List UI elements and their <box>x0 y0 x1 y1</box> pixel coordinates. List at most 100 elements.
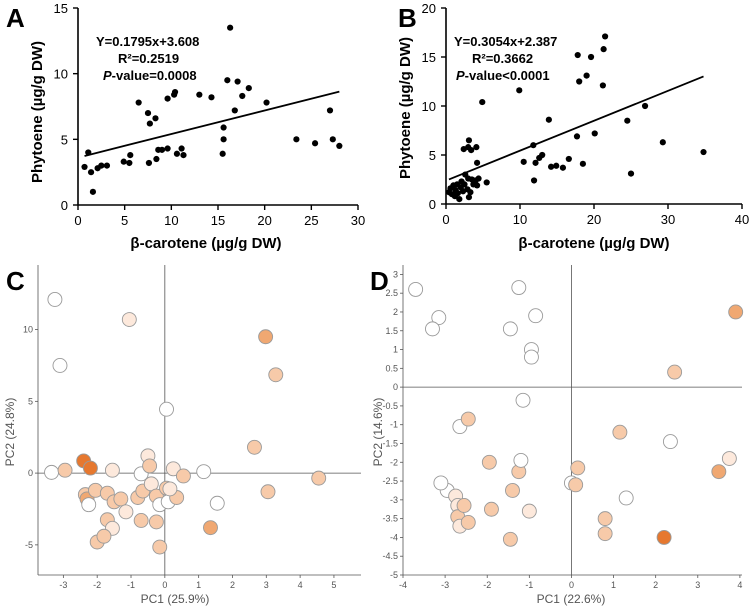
panel-c-pca-point <box>162 481 178 497</box>
panel-d-y-tick-label: 2 <box>393 307 398 317</box>
panel-b-data-point <box>532 159 539 166</box>
panel-a-data-point <box>239 92 246 100</box>
panel-d-pca-point <box>523 349 539 365</box>
panel-b-equation: Y=0.3054x+2.387 <box>454 34 557 49</box>
panel-a-data-point <box>234 78 241 85</box>
panel-d-y-axis-title: PC2 (14.6%) <box>371 398 385 467</box>
panel-d-y-tick-label: 0 <box>393 382 398 392</box>
panel-d-label: D <box>370 266 389 296</box>
panel-d-pca-point <box>460 514 476 530</box>
panel-a-y-tick-label: 10 <box>54 67 68 82</box>
panel-a-x-tick-label: 0 <box>74 213 81 228</box>
panel-d-y-tick-label: -3.5 <box>382 514 398 524</box>
panel-d-pca-point <box>656 529 672 545</box>
panel-b-data-point <box>700 148 707 156</box>
panel-b-data-point <box>473 159 481 166</box>
panel-b-r-squared: R²=0.3662 <box>472 51 533 66</box>
panel-d-y-tick-label: -1 <box>390 420 398 430</box>
panel-b-data-point <box>456 196 463 203</box>
panel-a-data-point <box>135 99 142 106</box>
panel-c-pca-point <box>118 504 134 520</box>
panel-c-pca-point <box>104 462 120 478</box>
panel-a-data-point <box>145 159 153 167</box>
panel-c-x-axis-title: PC1 (25.9%) <box>141 592 210 606</box>
panel-b-data-point <box>574 51 581 59</box>
panel-b-y-tick-label: 15 <box>422 50 436 65</box>
panel-d-pca-point <box>667 364 683 380</box>
panel-b-x-tick-label: 10 <box>513 212 527 227</box>
panel-b-data-point <box>573 133 581 140</box>
panel-d-pca-point <box>597 526 613 542</box>
panel-a-data-point <box>89 188 97 195</box>
panel-d-pca-point <box>456 498 472 513</box>
panel-d-pca-point <box>618 490 634 506</box>
panel-c-pca-point <box>175 468 191 484</box>
panel-c-pca-point <box>203 520 218 536</box>
panel-d-x-tick-label: -4 <box>399 580 407 590</box>
panel-a-y-tick-label: 0 <box>61 198 68 213</box>
panel-c-pca-point <box>47 291 63 307</box>
panel-a-equation: Y=0.1795x+3.608 <box>96 34 199 49</box>
panel-d-pca-point <box>521 503 537 519</box>
panel-b-x-tick-label: 40 <box>735 212 749 227</box>
panel-c-pca-point <box>142 458 158 474</box>
panel-b-data-point <box>473 182 481 189</box>
panel-a-data-point <box>224 77 231 84</box>
panel-d-pca-point <box>481 454 497 470</box>
panel-a-data-point <box>153 155 160 163</box>
panel-d-pca-point <box>483 501 499 517</box>
panel-a-data-point <box>180 151 187 159</box>
panel-b-x-tick-label: 0 <box>442 212 449 227</box>
panel-b-data-point <box>530 177 538 184</box>
panel-d-x-tick-label: 0 <box>569 580 574 590</box>
panel-c-x-tick-label: 2 <box>230 580 235 590</box>
panel-a-label: A <box>6 3 25 33</box>
panel-a-y-tick-label: 15 <box>54 1 68 16</box>
panel-b-x-axis-title: β-carotene (µg/g DW) <box>518 235 669 252</box>
panel-d-x-tick-label: -1 <box>525 580 533 590</box>
panel-c-pca-point <box>113 491 129 507</box>
panel-b-data-point <box>627 170 635 177</box>
panel-c-x-tick-label: 5 <box>331 580 336 590</box>
panel-c-pca-point <box>209 495 225 511</box>
panel-b-data-point <box>559 164 567 171</box>
panel-a-data-point <box>336 142 343 149</box>
panel-d: D PC2 (14.6%) PC1 (22.6%) -4 -3 -2 -1 0 1 2 3 4 -… <box>370 265 744 606</box>
panel-d-x-tick-label: -2 <box>483 580 491 590</box>
panel-b-data-point <box>553 162 560 169</box>
panel-a-data-point <box>127 151 134 159</box>
panel-b-data-point <box>465 137 473 144</box>
panel-b-data-point <box>576 78 583 85</box>
panel-d-pca-point <box>502 531 518 547</box>
panel-b-data-point <box>516 87 523 94</box>
panel-c-pca-point <box>96 528 112 544</box>
panel-b-y-tick-label: 20 <box>422 1 436 16</box>
panel-d-pca-point <box>425 321 440 337</box>
panel-a-data-point <box>152 115 159 122</box>
panel-b-p-value: P-value<0.0001 <box>456 68 550 83</box>
panel-b-data-point <box>467 189 474 196</box>
panel-b-data-point <box>473 144 480 151</box>
panel-c-x-tick-label: -1 <box>127 580 135 590</box>
panel-c-pca-point <box>44 464 59 480</box>
panel-b-data-point <box>624 117 631 124</box>
panel-c-y-tick-label: -5 <box>25 540 33 550</box>
panel-b-data-point <box>460 146 467 153</box>
panel-d-pca-point <box>433 475 449 491</box>
panel-d-pca-point <box>408 281 424 297</box>
panel-d-pca-point <box>721 451 737 466</box>
panel-c-pca-point <box>133 513 149 528</box>
panel-c-x-tick-label: 1 <box>196 580 201 590</box>
panel-b-y-tick-label: 10 <box>422 99 436 114</box>
panel-d-y-tick-label: -5 <box>390 570 398 580</box>
panel-c-pca-point <box>258 329 274 345</box>
panel-a-data-point <box>227 24 234 31</box>
panel-d-pca-point <box>515 392 531 408</box>
panel-b-data-point <box>465 175 472 182</box>
panel-a-data-point <box>144 109 152 117</box>
panel-a-data-point <box>126 159 133 167</box>
panel-c-pca-point <box>311 470 327 486</box>
panel-a-x-tick-label: 30 <box>351 213 365 228</box>
panel-b-x-tick-label: 20 <box>587 212 601 227</box>
panel-b-data-point <box>602 33 609 40</box>
